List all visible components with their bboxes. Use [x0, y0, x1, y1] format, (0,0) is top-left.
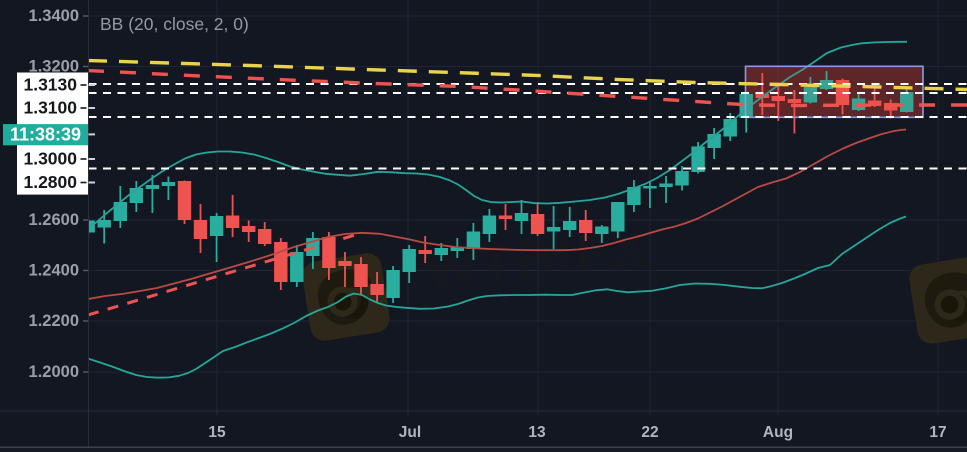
svg-text:1.2200: 1.2200: [29, 312, 79, 330]
svg-text:1.3400: 1.3400: [29, 7, 79, 25]
svg-text:Aug: Aug: [763, 424, 793, 441]
svg-text:1.3000: 1.3000: [23, 149, 77, 169]
svg-text:1.3100: 1.3100: [23, 98, 77, 118]
svg-text:1.2600: 1.2600: [29, 211, 79, 229]
svg-text:1.2000: 1.2000: [29, 363, 79, 381]
svg-text:1.2400: 1.2400: [29, 262, 79, 280]
svg-text:Jul: Jul: [399, 424, 421, 441]
svg-text:15: 15: [208, 424, 226, 441]
svg-text:1.3130: 1.3130: [23, 75, 77, 95]
svg-text:22: 22: [641, 424, 658, 441]
svg-text:17: 17: [929, 424, 946, 441]
svg-text:1.3200: 1.3200: [29, 58, 79, 76]
svg-text:11:38:39: 11:38:39: [10, 125, 81, 145]
svg-text:1.2800: 1.2800: [23, 172, 77, 192]
svg-text:13: 13: [528, 424, 546, 441]
svg-text:BB (20, close, 2, 0): BB (20, close, 2, 0): [100, 14, 249, 34]
